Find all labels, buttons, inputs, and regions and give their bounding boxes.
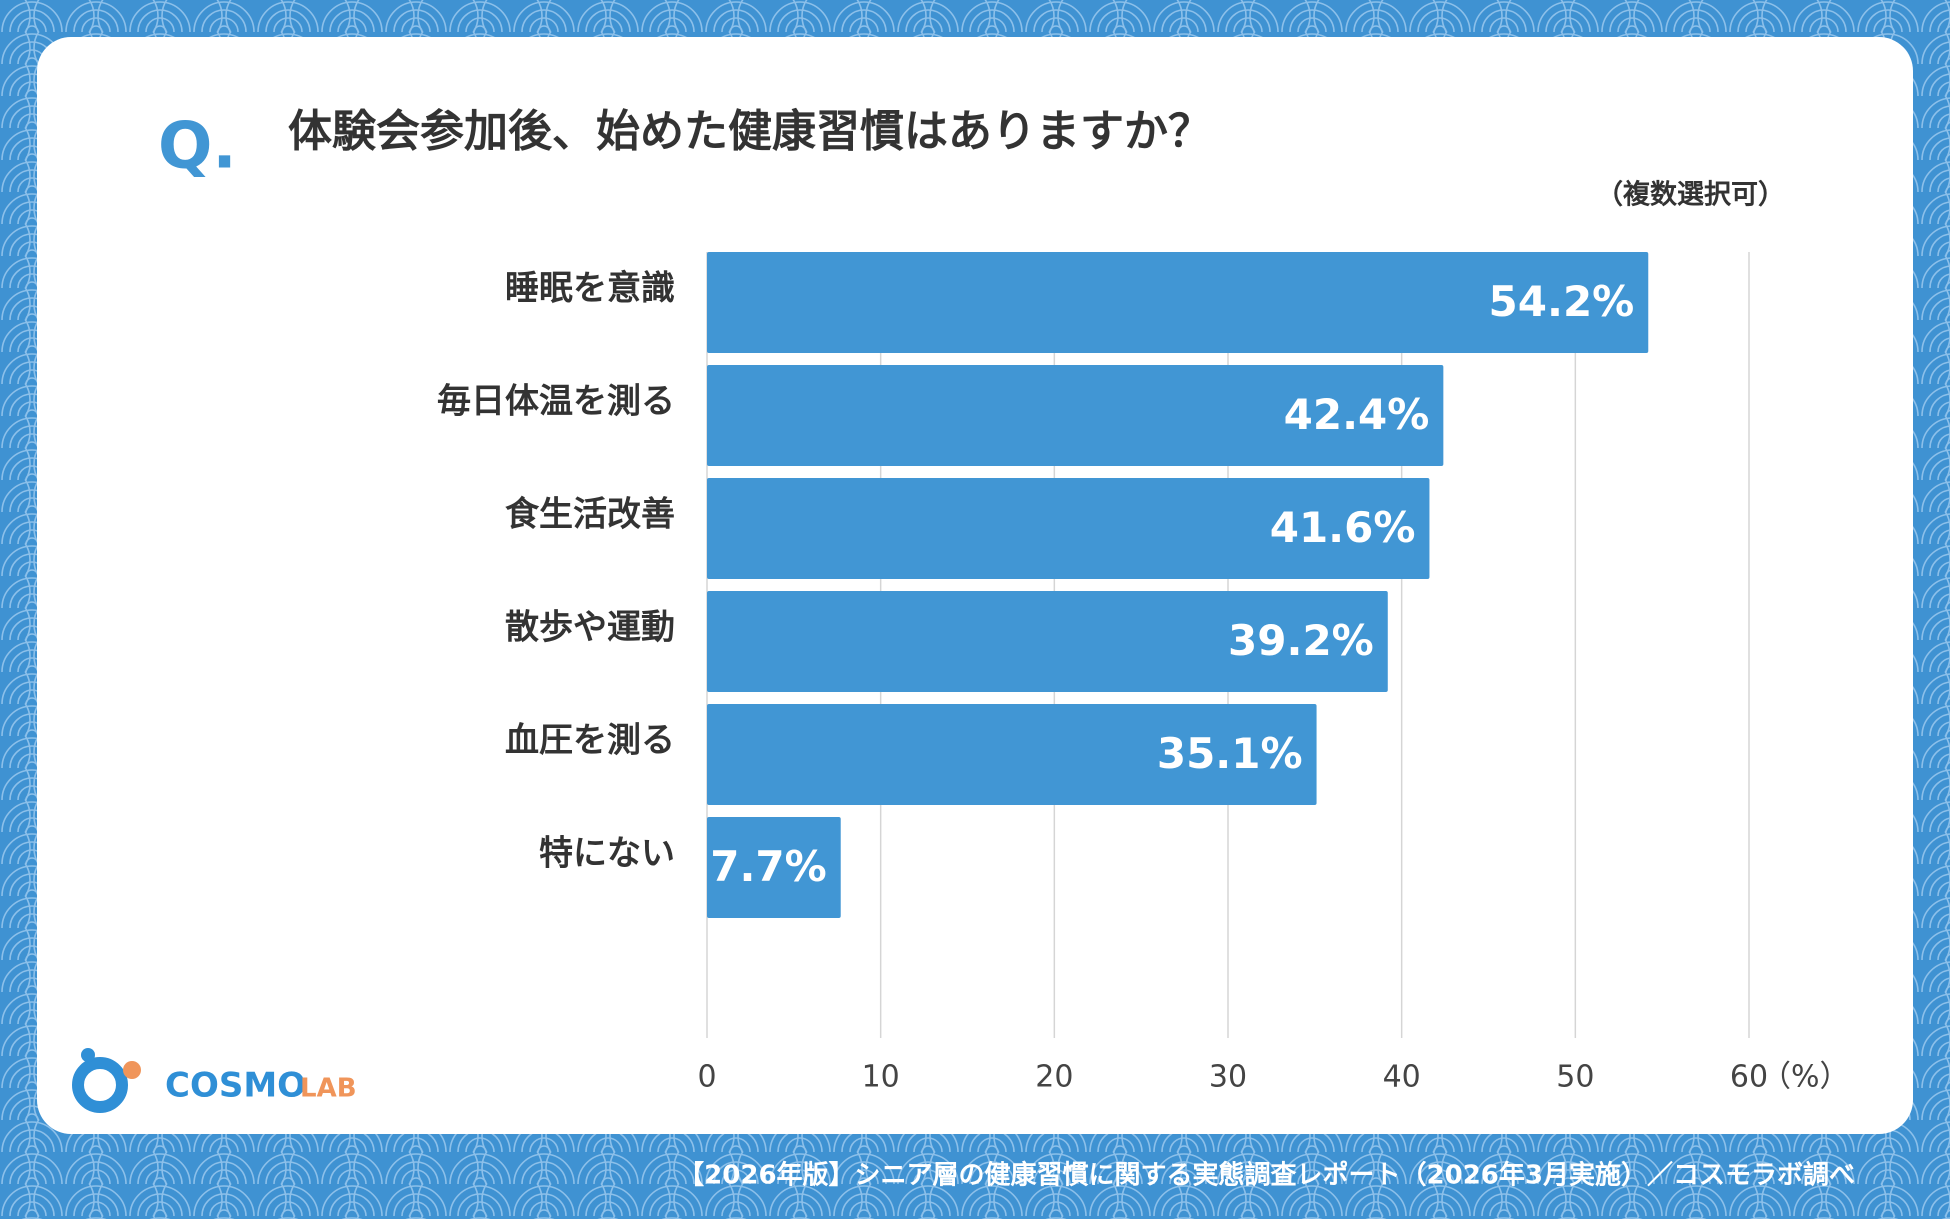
y-tick-label: 食生活改善 xyxy=(505,495,675,535)
x-tick-label: 60 xyxy=(1730,1060,1768,1095)
logo: COSMO LAB xyxy=(72,1048,357,1113)
y-tick-label: 血圧を測る xyxy=(505,721,675,761)
x-tick-label: 30 xyxy=(1209,1060,1247,1095)
bar xyxy=(707,252,1649,353)
bar xyxy=(707,478,1430,579)
value-label: 39.2% xyxy=(1228,616,1374,665)
logo-icon xyxy=(81,1048,95,1062)
bar xyxy=(707,591,1388,692)
y-tick-label: 睡眠を意識 xyxy=(505,269,675,309)
bar xyxy=(707,817,841,918)
footer: 【2026年版】シニア層の健康習慣に関する実態調査レポート（2026年3月実施）… xyxy=(678,1160,1855,1191)
logo-sub: LAB xyxy=(300,1074,357,1104)
x-tick-label: 20 xyxy=(1035,1060,1073,1095)
y-tick-label: 散歩や運動 xyxy=(505,608,675,648)
subtitle: （複数選択可） xyxy=(1596,179,1785,211)
bar xyxy=(707,704,1317,805)
logo-icon xyxy=(72,1057,128,1113)
x-tick-label: 50 xyxy=(1556,1060,1594,1095)
x-axis-label: （%） xyxy=(1761,1060,1850,1095)
value-label: 7.7% xyxy=(710,842,826,891)
y-tick-label: 毎日体温を測る xyxy=(437,382,675,422)
logo-icon xyxy=(123,1061,141,1079)
value-label: 41.6% xyxy=(1270,503,1416,552)
value-label: 54.2% xyxy=(1489,277,1635,326)
bar xyxy=(707,365,1444,466)
x-tick-label: 0 xyxy=(697,1060,716,1095)
x-tick-label: 10 xyxy=(862,1060,900,1095)
question-mark: Q. xyxy=(158,110,237,184)
value-label: 35.1% xyxy=(1157,729,1303,778)
logo-main: COSMO xyxy=(165,1066,306,1106)
chart-title: 体験会参加後、始めた健康習慣はありますか？ xyxy=(288,106,1212,157)
x-tick-label: 40 xyxy=(1383,1060,1421,1095)
value-label: 42.4% xyxy=(1284,390,1430,439)
y-tick-label: 特にない xyxy=(539,834,675,874)
